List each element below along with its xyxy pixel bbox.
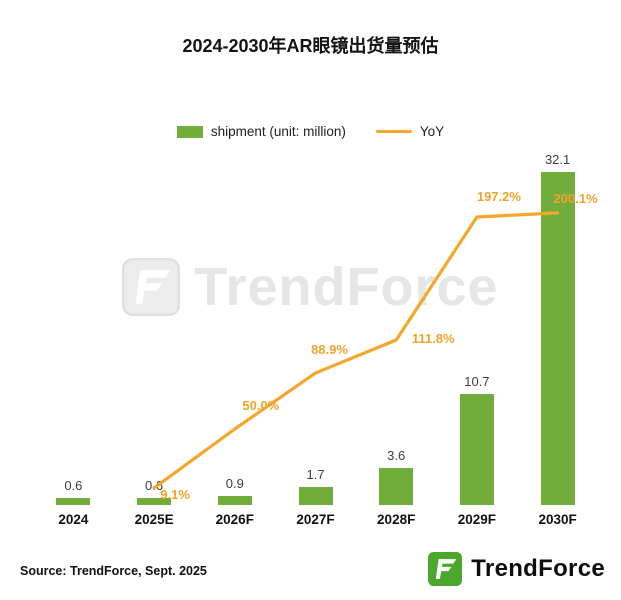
bar-value-label: 1.7 (306, 467, 325, 483)
x-axis-label: 2025E (134, 512, 174, 527)
source-text: Source: TrendForce, Sept. 2025 (20, 564, 207, 578)
x-axis-label: 2030F (538, 512, 577, 527)
yoy-value-label: 88.9% (311, 342, 348, 357)
x-axis-label: 2028F (377, 512, 416, 527)
yoy-legend-label: YoY (419, 124, 445, 139)
shipment-bar (379, 467, 414, 505)
trendforce-logo-icon (428, 552, 463, 586)
bar-value-label: 0.6 (64, 478, 83, 493)
shipment-bar (298, 487, 333, 505)
x-axis-label: 2024 (58, 512, 89, 527)
shipment-bar (459, 394, 494, 505)
yoy-value-label: 111.8% (411, 331, 455, 346)
shipment-bar (540, 172, 575, 505)
bar-value-label: 3.6 (387, 447, 406, 463)
legend: shipment (unit: million) YoY (0, 124, 621, 139)
yoy-value-label: 200.1% (553, 190, 598, 206)
shipment-bar (137, 498, 172, 505)
bar-value-label: 10.7 (464, 374, 490, 389)
x-axis-label: 2026F (215, 512, 254, 527)
x-axis-label: 2027F (296, 512, 335, 527)
shipment-bar (56, 498, 91, 505)
shipment-legend-label: shipment (unit: million) (210, 124, 346, 139)
shipment-legend-swatch (176, 125, 203, 138)
shipment-bar (217, 495, 252, 505)
yoy-legend-line (375, 130, 412, 133)
yoy-value-label: 50.0% (242, 398, 280, 413)
chart-title: 2024-2030年AR眼镜出货量预估 (182, 36, 439, 56)
bar-value-label: 32.1 (544, 152, 571, 168)
brand-name: TrendForce (471, 555, 605, 582)
yoy-value-label: 197.2% (476, 189, 521, 204)
yoy-value-label: 9.1% (160, 486, 190, 502)
x-axis-label: 2029F (457, 512, 497, 527)
brand-logo: TrendForce (428, 552, 605, 586)
